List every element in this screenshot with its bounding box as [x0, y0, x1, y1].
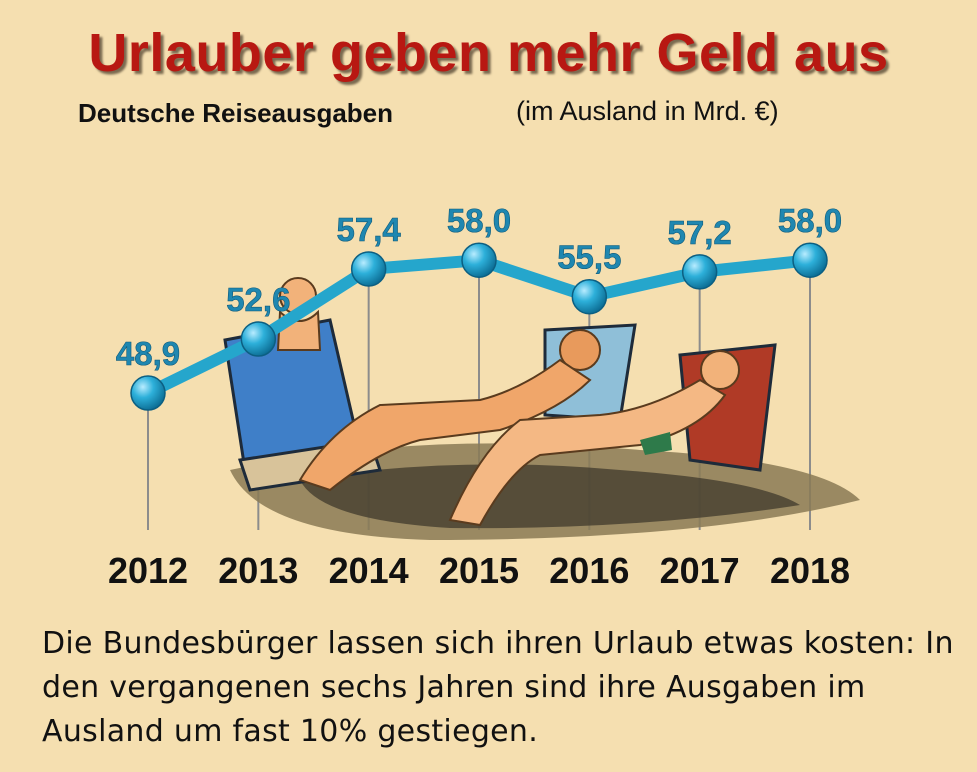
line-chart: 48,952,657,4 58,055,557,2 58,0 2012 2013 201… — [108, 202, 860, 591]
data-label-2018: 58,0 — [778, 202, 842, 239]
x-tick-labels: 2012 2013 2014 2015 2016 2017 2018 — [108, 550, 850, 591]
x-tick-label-2015: 2015 — [439, 550, 519, 591]
x-tick-label-2016: 2016 — [549, 550, 629, 591]
data-point-2014 — [350, 251, 387, 287]
data-label-2013: 52,6 — [226, 281, 290, 318]
x-tick-label-2013: 2013 — [218, 550, 298, 591]
data-point-2016 — [571, 278, 608, 315]
chart-title: Urlauber geben mehr Geld aus — [88, 23, 889, 83]
data-point-2018 — [792, 242, 828, 278]
data-labels: 48,9 52,6 57,4 58,0 55,5 57,2 58,0 — [116, 202, 843, 372]
caption-text: Die Bundesbürger lassen sich ihren Urlau… — [42, 626, 954, 749]
data-label-2012: 48,9 — [116, 335, 180, 372]
data-point-2017 — [681, 254, 718, 290]
x-tick-label-2017: 2017 — [660, 550, 740, 591]
data-point-2015 — [461, 242, 497, 278]
x-tick-label-2012: 2012 — [108, 550, 188, 591]
data-label-2014: 57,4 — [337, 211, 402, 248]
beach-illustration — [223, 277, 860, 540]
data-label-2017: 57,2 — [668, 214, 732, 251]
x-tick-label-2018: 2018 — [770, 550, 850, 591]
data-markers — [130, 242, 828, 411]
x-tick-label-2014: 2014 — [329, 550, 409, 591]
unit-note: (im Ausland in Mrd. €) — [516, 96, 779, 126]
chart-subtitle: Deutsche Reiseausgaben — [78, 98, 394, 128]
data-point-2013 — [240, 321, 277, 357]
data-label-2015: 58,0 — [447, 202, 511, 239]
data-label-2016: 55,5 — [557, 239, 621, 276]
data-point-2012 — [130, 375, 166, 411]
